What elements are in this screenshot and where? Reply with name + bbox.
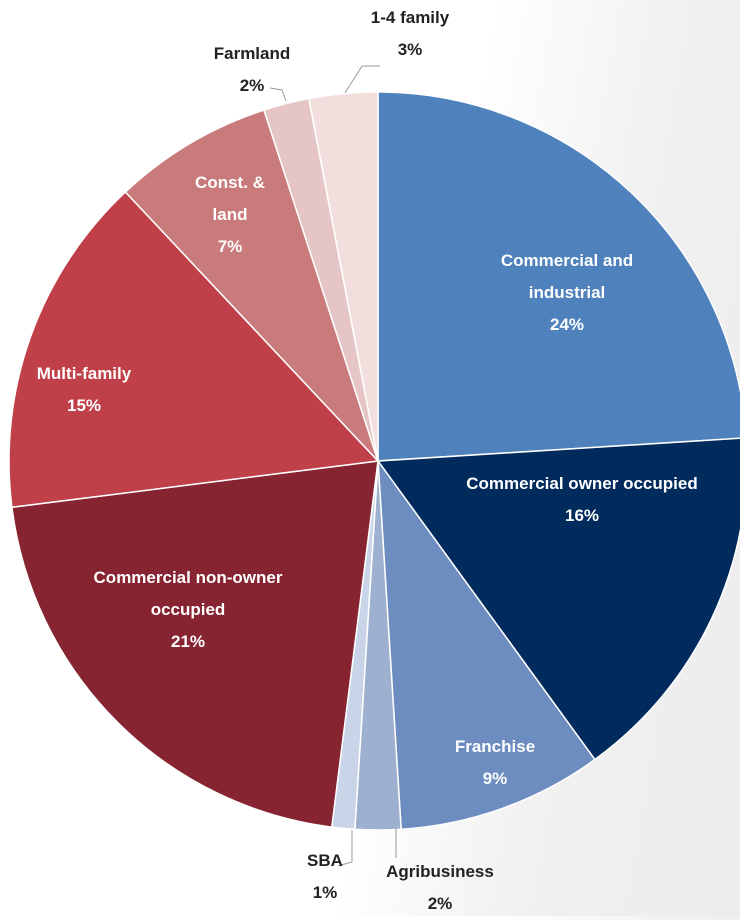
pie-slice: [307, 91, 379, 462]
leader-line: [344, 65, 380, 94]
category-name: Commercial and industrial: [500, 251, 634, 302]
pie-slice: [377, 458, 596, 831]
pie-slice: [376, 437, 740, 761]
value-label: 2%: [427, 894, 453, 913]
value-label: 9%: [482, 769, 508, 788]
value-label: 15%: [66, 396, 102, 415]
category-name: Const. & land: [195, 173, 265, 224]
slice-label: 1-4 family 3%: [355, 2, 465, 66]
value-label: 3%: [397, 40, 423, 59]
category-name: Commercial owner occupied: [466, 474, 698, 493]
value-label: 24%: [549, 315, 585, 334]
value-label: 2%: [239, 76, 265, 95]
category-name: Franchise: [454, 737, 536, 756]
leader-line: [269, 87, 287, 102]
category-name: SBA: [307, 851, 343, 870]
category-name: 1-4 family: [370, 8, 450, 27]
slice-label: Commercial non-owner occupied 21%: [58, 562, 318, 658]
slice-label: Agribusiness 2%: [365, 856, 515, 920]
pie-slice: [377, 91, 740, 462]
slice-label: Franchise 9%: [435, 731, 555, 795]
value-label: 21%: [170, 632, 206, 651]
slice-label: Farmland 2%: [202, 38, 302, 102]
value-label: 7%: [217, 237, 243, 256]
value-label: 16%: [564, 506, 600, 525]
category-name: Agribusiness: [386, 862, 494, 881]
pie-slice: [11, 460, 379, 828]
category-name: Farmland: [213, 44, 291, 63]
pie-slice: [124, 109, 379, 462]
category-name: Multi-family: [36, 364, 132, 383]
slice-label: Commercial owner occupied 16%: [412, 468, 740, 532]
slice-label: Const. & land 7%: [185, 167, 275, 263]
value-label: 1%: [312, 883, 338, 902]
pie-slice: [8, 190, 380, 509]
slice-label: Commercial and industrial 24%: [482, 245, 652, 341]
leader-line: [337, 830, 353, 867]
category-name: Commercial non-owner occupied: [93, 568, 283, 619]
slice-label: Multi-family 15%: [14, 358, 154, 422]
slice-label: SBA 1%: [295, 845, 355, 909]
